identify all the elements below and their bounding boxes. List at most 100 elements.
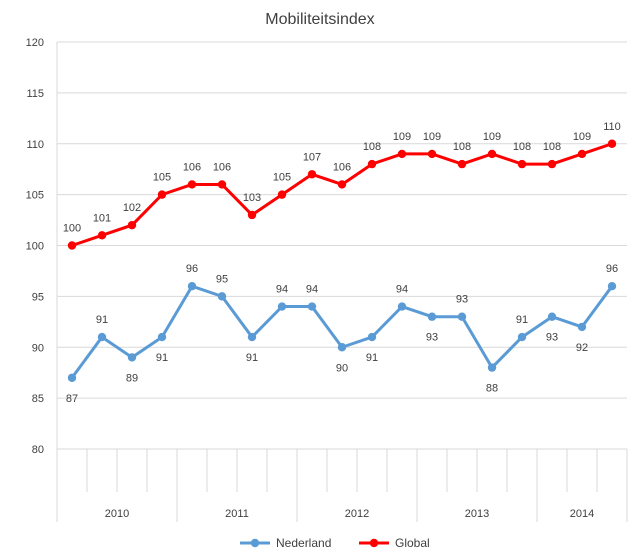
y-tick-label-105: 105 <box>26 190 44 202</box>
data-point <box>517 159 527 169</box>
x-group-label-2012: 2012 <box>345 508 369 520</box>
data-label: 108 <box>453 141 471 153</box>
data-point <box>247 332 257 342</box>
data-label: 94 <box>276 284 288 296</box>
y-tick-label-100: 100 <box>26 241 44 253</box>
data-point <box>427 312 437 321</box>
data-point <box>457 159 467 169</box>
data-label: 102 <box>123 202 141 214</box>
data-label: 105 <box>153 172 171 184</box>
data-label: 94 <box>396 284 408 296</box>
series-layer: 87 91 89 91 96 95 91 94 94 90 91 94 93 93 88 91 93 92 96 10… <box>63 121 621 405</box>
data-label: 95 <box>216 273 228 285</box>
data-point <box>277 302 287 311</box>
data-label: 109 <box>573 131 591 143</box>
data-label: 106 <box>213 161 231 173</box>
legend-marker <box>369 538 379 548</box>
data-point <box>247 210 257 220</box>
data-point <box>457 312 467 321</box>
data-point <box>97 231 107 240</box>
data-label: 90 <box>336 362 348 374</box>
data-label: 96 <box>186 263 198 275</box>
data-point <box>157 190 167 199</box>
data-label: 100 <box>63 223 81 235</box>
data-label: 91 <box>366 352 378 364</box>
data-point <box>67 241 77 250</box>
data-point <box>517 332 527 342</box>
data-point <box>217 180 227 189</box>
data-label: 91 <box>96 314 108 326</box>
data-point <box>577 149 587 159</box>
data-point <box>277 190 287 199</box>
x-group-label-2010: 2010 <box>105 508 129 520</box>
y-tick-label-85: 85 <box>32 393 44 405</box>
data-label: 94 <box>306 284 318 296</box>
data-label: 91 <box>516 314 528 326</box>
data-point <box>217 292 227 301</box>
data-point <box>487 149 497 159</box>
series-global: 100 101 102 105 106 106 103 105 107 106 108 109 109 1… <box>63 121 621 250</box>
data-point <box>337 180 347 189</box>
data-label: 87 <box>66 393 78 405</box>
data-label: 108 <box>543 141 561 153</box>
data-label: 109 <box>423 131 441 143</box>
x-axis: 2010 2011 2012 2013 2014 <box>56 449 628 522</box>
data-point <box>187 282 197 291</box>
data-point <box>127 220 137 230</box>
data-label: 105 <box>273 172 291 184</box>
data-point <box>607 282 617 291</box>
legend-item-nederland: Nederland <box>240 536 331 550</box>
data-point <box>397 302 407 311</box>
data-point <box>367 332 377 342</box>
legend-marker <box>250 538 260 548</box>
data-label: 91 <box>156 352 168 364</box>
data-label: 91 <box>246 352 258 364</box>
data-label: 93 <box>456 294 468 306</box>
series-nederland: 87 91 89 91 96 95 91 94 94 90 91 94 93 93 88 91 93 92 96 <box>66 263 618 405</box>
x-group-label-2011: 2011 <box>225 508 249 520</box>
legend-item-global: Global <box>359 536 430 550</box>
y-tick-label-110: 110 <box>26 139 44 151</box>
data-point <box>547 159 557 169</box>
data-point <box>307 170 317 179</box>
y-tick-label-90: 90 <box>32 342 44 354</box>
data-point <box>187 180 197 189</box>
data-label: 106 <box>183 161 201 173</box>
data-label: 101 <box>93 212 111 224</box>
chart-title: Mobiliteitsindex <box>265 11 374 28</box>
data-label: 93 <box>426 332 438 344</box>
legend: Nederland Global <box>240 536 430 550</box>
data-point <box>67 373 77 382</box>
data-label: 88 <box>486 383 498 395</box>
data-point <box>157 332 167 342</box>
data-label: 108 <box>363 141 381 153</box>
data-point <box>487 363 497 372</box>
y-tick-label-115: 115 <box>26 88 44 100</box>
data-label: 109 <box>483 131 501 143</box>
data-label: 92 <box>576 342 588 354</box>
data-label: 103 <box>243 192 261 204</box>
data-label: 108 <box>513 141 531 153</box>
data-point <box>607 139 617 148</box>
gridlines <box>57 41 627 450</box>
data-label: 96 <box>606 263 618 275</box>
data-point <box>127 353 137 362</box>
legend-label: Global <box>395 536 430 550</box>
data-point <box>307 302 317 311</box>
data-point <box>367 159 377 169</box>
data-point <box>547 312 557 321</box>
y-axis-ticks: 80 85 90 95 100 105 110 115 120 <box>26 37 44 456</box>
data-point <box>97 332 107 342</box>
legend-label: Nederland <box>276 536 331 550</box>
data-point <box>337 343 347 352</box>
data-label: 89 <box>126 372 138 384</box>
y-tick-label-120: 120 <box>26 37 44 49</box>
y-tick-label-80: 80 <box>32 444 44 456</box>
data-point <box>577 322 587 332</box>
y-tick-label-95: 95 <box>32 291 44 303</box>
data-label: 93 <box>546 332 558 344</box>
x-group-label-2013: 2013 <box>465 508 489 520</box>
data-point <box>397 149 407 159</box>
